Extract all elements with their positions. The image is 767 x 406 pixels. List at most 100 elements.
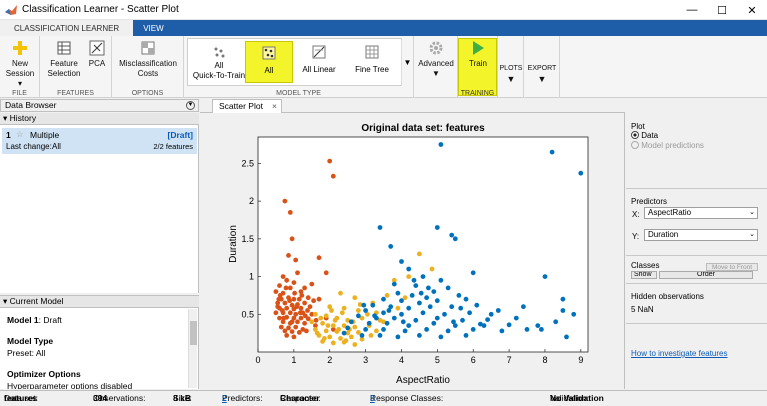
matlab-logo-icon bbox=[5, 4, 17, 15]
current-model-scrollbar[interactable] bbox=[188, 309, 197, 388]
data-point-series-3 bbox=[488, 311, 494, 317]
gallery-item-all-linear[interactable]: All Linear bbox=[296, 41, 342, 83]
data-point-series-3 bbox=[564, 334, 569, 340]
data-point-series-2 bbox=[352, 324, 358, 330]
export-button[interactable]: EXPORT ▼ bbox=[527, 65, 557, 84]
x-ticks: 0 1 2 3 4 5 6 7 8 9 bbox=[255, 349, 583, 365]
data-point-series-2 bbox=[309, 319, 315, 325]
data-point-series-1 bbox=[287, 310, 293, 316]
data-point-series-2 bbox=[359, 315, 365, 321]
data-point-series-2 bbox=[313, 311, 318, 317]
data-point-series-3 bbox=[366, 320, 372, 326]
data-point-series-1 bbox=[277, 293, 283, 298]
tab-classification-learner[interactable]: CLASSIFICATION LEARNER bbox=[0, 20, 134, 36]
close-button[interactable]: ✕ bbox=[747, 4, 757, 17]
data-point-series-2 bbox=[348, 334, 354, 340]
data-point-series-1 bbox=[323, 270, 329, 276]
data-point-series-2 bbox=[323, 313, 329, 319]
history-header[interactable]: ▾ History bbox=[0, 113, 199, 125]
data-point-series-1 bbox=[282, 300, 288, 306]
data-point-series-3 bbox=[456, 293, 462, 298]
data-point-series-3 bbox=[481, 323, 487, 328]
data-point-series-3 bbox=[427, 304, 433, 310]
data-point-series-3 bbox=[438, 142, 444, 147]
data-point-series-1 bbox=[281, 315, 287, 321]
advanced-button[interactable]: Advanced ▼ bbox=[416, 40, 456, 79]
data-point-series-3 bbox=[386, 308, 392, 313]
history-item[interactable]: 1 ☆ Multiple [Draft] Last change: All 2/… bbox=[2, 128, 197, 154]
new-session-button[interactable]: New Session ▾ bbox=[3, 40, 37, 89]
data-point-series-1 bbox=[302, 320, 307, 326]
pca-button[interactable]: PCA bbox=[86, 40, 108, 69]
train-button[interactable]: Train bbox=[460, 40, 496, 69]
order-column-button[interactable]: Order bbox=[659, 271, 753, 279]
panel-options-icon[interactable]: ▼ bbox=[186, 101, 195, 110]
scatter-chart[interactable]: Original data set: features 0 1 2 3 4 5 6 7 8 9 0… bbox=[200, 113, 625, 389]
data-point-series-3 bbox=[372, 313, 377, 319]
data-point-series-2 bbox=[320, 320, 325, 326]
data-point-series-3 bbox=[467, 310, 472, 316]
response-classes-link[interactable]: 3 bbox=[370, 393, 375, 403]
radio-model-predictions[interactable]: Model predictions bbox=[631, 141, 704, 150]
data-point-series-1 bbox=[305, 308, 310, 313]
data-point-series-1 bbox=[302, 300, 307, 306]
plots-button[interactable]: PLOTS ▼ bbox=[499, 65, 523, 84]
minimize-button[interactable]: — bbox=[686, 4, 698, 16]
data-point-series-3 bbox=[399, 259, 404, 264]
data-point-series-3 bbox=[388, 244, 394, 249]
data-points bbox=[273, 142, 584, 347]
gear-icon bbox=[429, 41, 443, 55]
data-point-series-1 bbox=[276, 296, 282, 302]
plus-icon bbox=[13, 41, 27, 55]
maximize-button[interactable]: ☐ bbox=[717, 4, 727, 17]
tab-scatter-plot[interactable]: Scatter Plot × bbox=[212, 99, 282, 113]
data-point-series-2 bbox=[330, 323, 336, 328]
gallery-item-fine-tree[interactable]: Fine Tree bbox=[346, 41, 398, 83]
x-predictor-select[interactable]: AspectRatio ⌄ bbox=[644, 207, 758, 219]
feature-selection-button[interactable]: Feature Selection bbox=[45, 40, 83, 79]
tab-view[interactable]: VIEW bbox=[143, 23, 164, 33]
gallery-item-all-quick-to-train[interactable]: All Quick-To-Train bbox=[192, 41, 246, 83]
radio-data[interactable]: Data bbox=[631, 131, 658, 140]
data-point-series-1 bbox=[277, 315, 282, 321]
linear-icon bbox=[312, 45, 326, 59]
chevron-down-icon: ▾ bbox=[17, 79, 22, 88]
status-bar: Data set: features Observations: 394 Siz… bbox=[0, 390, 767, 406]
current-model-header[interactable]: ▾ Current Model bbox=[0, 295, 199, 308]
data-point-series-2 bbox=[327, 304, 333, 310]
close-tab-icon[interactable]: × bbox=[272, 101, 277, 111]
data-point-series-3 bbox=[363, 308, 368, 313]
data-point-series-3 bbox=[395, 334, 401, 340]
data-point-series-3 bbox=[463, 296, 469, 302]
data-point-series-3 bbox=[413, 283, 419, 288]
x-axis-label: AspectRatio bbox=[396, 375, 450, 386]
status-validation: Validation: No Validation bbox=[550, 393, 604, 403]
data-point-series-1 bbox=[307, 304, 313, 310]
show-column-button[interactable]: Show bbox=[631, 271, 657, 279]
chevron-down-icon: ▼ bbox=[403, 57, 412, 67]
data-point-series-2 bbox=[318, 315, 324, 321]
status-size: Size: 8 kB bbox=[173, 393, 192, 403]
data-browser-header: Data Browser ▼ bbox=[0, 99, 199, 112]
predictors-link[interactable]: 2 bbox=[222, 393, 227, 403]
data-point-series-2 bbox=[345, 330, 351, 336]
data-point-series-1 bbox=[280, 308, 285, 313]
data-point-series-1 bbox=[316, 255, 322, 261]
data-point-series-2 bbox=[429, 266, 435, 272]
scrollbar-thumb[interactable] bbox=[190, 321, 197, 345]
investigate-features-link[interactable]: How to investigate features bbox=[631, 349, 728, 358]
data-point-series-3 bbox=[431, 289, 437, 294]
data-point-series-3 bbox=[485, 317, 490, 322]
data-point-series-1 bbox=[275, 304, 281, 310]
gallery-expand-button[interactable]: ▼ bbox=[401, 38, 413, 86]
move-to-front-button[interactable]: Move to Front bbox=[706, 263, 758, 271]
data-point-series-1 bbox=[293, 257, 299, 263]
gallery-item-all[interactable]: All bbox=[245, 41, 293, 83]
y-predictor-select[interactable]: Duration ⌄ bbox=[644, 229, 758, 241]
data-point-series-3 bbox=[381, 310, 386, 316]
data-point-series-3 bbox=[426, 285, 431, 291]
data-point-series-3 bbox=[445, 328, 451, 334]
misclassification-costs-button[interactable]: Misclassification Costs bbox=[114, 40, 182, 79]
star-icon[interactable]: ☆ bbox=[16, 129, 24, 139]
data-point-series-3 bbox=[463, 333, 469, 338]
